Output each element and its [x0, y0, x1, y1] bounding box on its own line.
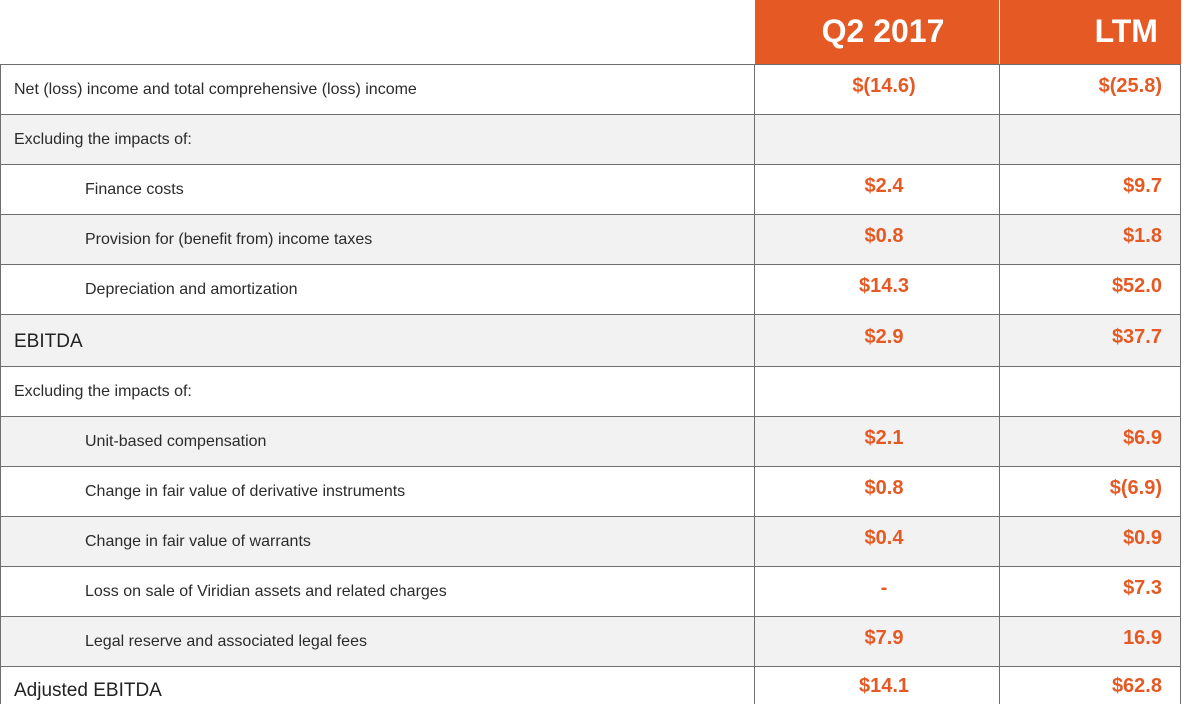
row-label: Net (loss) income and total comprehensiv…	[0, 64, 755, 115]
q2-value: $2.4	[754, 164, 1000, 215]
ltm-value: $52.0	[999, 264, 1181, 315]
ltm-value: $6.9	[999, 416, 1181, 467]
q2-value: $0.8	[754, 214, 1000, 265]
q2-value: $(14.6)	[754, 64, 1000, 115]
table-row: Change in fair value of warrants $0.4 $0…	[0, 516, 1181, 567]
row-label: Excluding the impacts of:	[0, 114, 755, 165]
ltm-value: $(25.8)	[999, 64, 1181, 115]
row-label: Change in fair value of derivative instr…	[0, 466, 755, 517]
header-row: Q2 2017 LTM	[0, 0, 1181, 65]
column-header-q2-2017: Q2 2017	[754, 0, 1000, 65]
q2-value: -	[754, 566, 1000, 617]
ltm-value: $(6.9)	[999, 466, 1181, 517]
table-row: EBITDA $2.9 $37.7	[0, 314, 1181, 367]
ltm-value: $9.7	[999, 164, 1181, 215]
q2-value: $14.1	[754, 666, 1000, 704]
q2-value: $14.3	[754, 264, 1000, 315]
ltm-value: $62.8	[999, 666, 1181, 704]
column-header-ltm: LTM	[999, 0, 1181, 65]
row-label: Finance costs	[0, 164, 755, 215]
q2-value: $7.9	[754, 616, 1000, 667]
row-label: EBITDA	[0, 314, 755, 367]
table-row: Finance costs $2.4 $9.7	[0, 164, 1181, 215]
row-label: Loss on sale of Viridian assets and rela…	[0, 566, 755, 617]
q2-value: $0.4	[754, 516, 1000, 567]
table-row: Excluding the impacts of:	[0, 366, 1181, 417]
table-row: Depreciation and amortization $14.3 $52.…	[0, 264, 1181, 315]
table-row: Excluding the impacts of:	[0, 114, 1181, 165]
ltm-value: $7.3	[999, 566, 1181, 617]
table-row: Adjusted EBITDA $14.1 $62.8	[0, 666, 1181, 704]
table-row: Legal reserve and associated legal fees …	[0, 616, 1181, 667]
q2-value	[754, 366, 1000, 417]
q2-value: $2.9	[754, 314, 1000, 367]
row-label: Provision for (benefit from) income taxe…	[0, 214, 755, 265]
ltm-value: 16.9	[999, 616, 1181, 667]
table-row: Change in fair value of derivative instr…	[0, 466, 1181, 517]
q2-value: $0.8	[754, 466, 1000, 517]
row-label: Legal reserve and associated legal fees	[0, 616, 755, 667]
ltm-value: $0.9	[999, 516, 1181, 567]
table-row: Loss on sale of Viridian assets and rela…	[0, 566, 1181, 617]
row-label: Depreciation and amortization	[0, 264, 755, 315]
row-label: Change in fair value of warrants	[0, 516, 755, 567]
ltm-value: $1.8	[999, 214, 1181, 265]
column-header-q2-label: Q2 2017	[821, 12, 945, 49]
row-label: Excluding the impacts of:	[0, 366, 755, 417]
ltm-value: $37.7	[999, 314, 1181, 367]
q2-value	[754, 114, 1000, 165]
row-label: Unit-based compensation	[0, 416, 755, 467]
table-row: Net (loss) income and total comprehensiv…	[0, 64, 1181, 115]
ltm-value	[999, 114, 1181, 165]
header-blank-cell	[0, 0, 755, 65]
ltm-value	[999, 366, 1181, 417]
q2-value: $2.1	[754, 416, 1000, 467]
table-row: Unit-based compensation $2.1 $6.9	[0, 416, 1181, 467]
row-label: Adjusted EBITDA	[0, 666, 755, 704]
table-row: Provision for (benefit from) income taxe…	[0, 214, 1181, 265]
column-header-ltm-label: LTM	[1094, 12, 1158, 49]
